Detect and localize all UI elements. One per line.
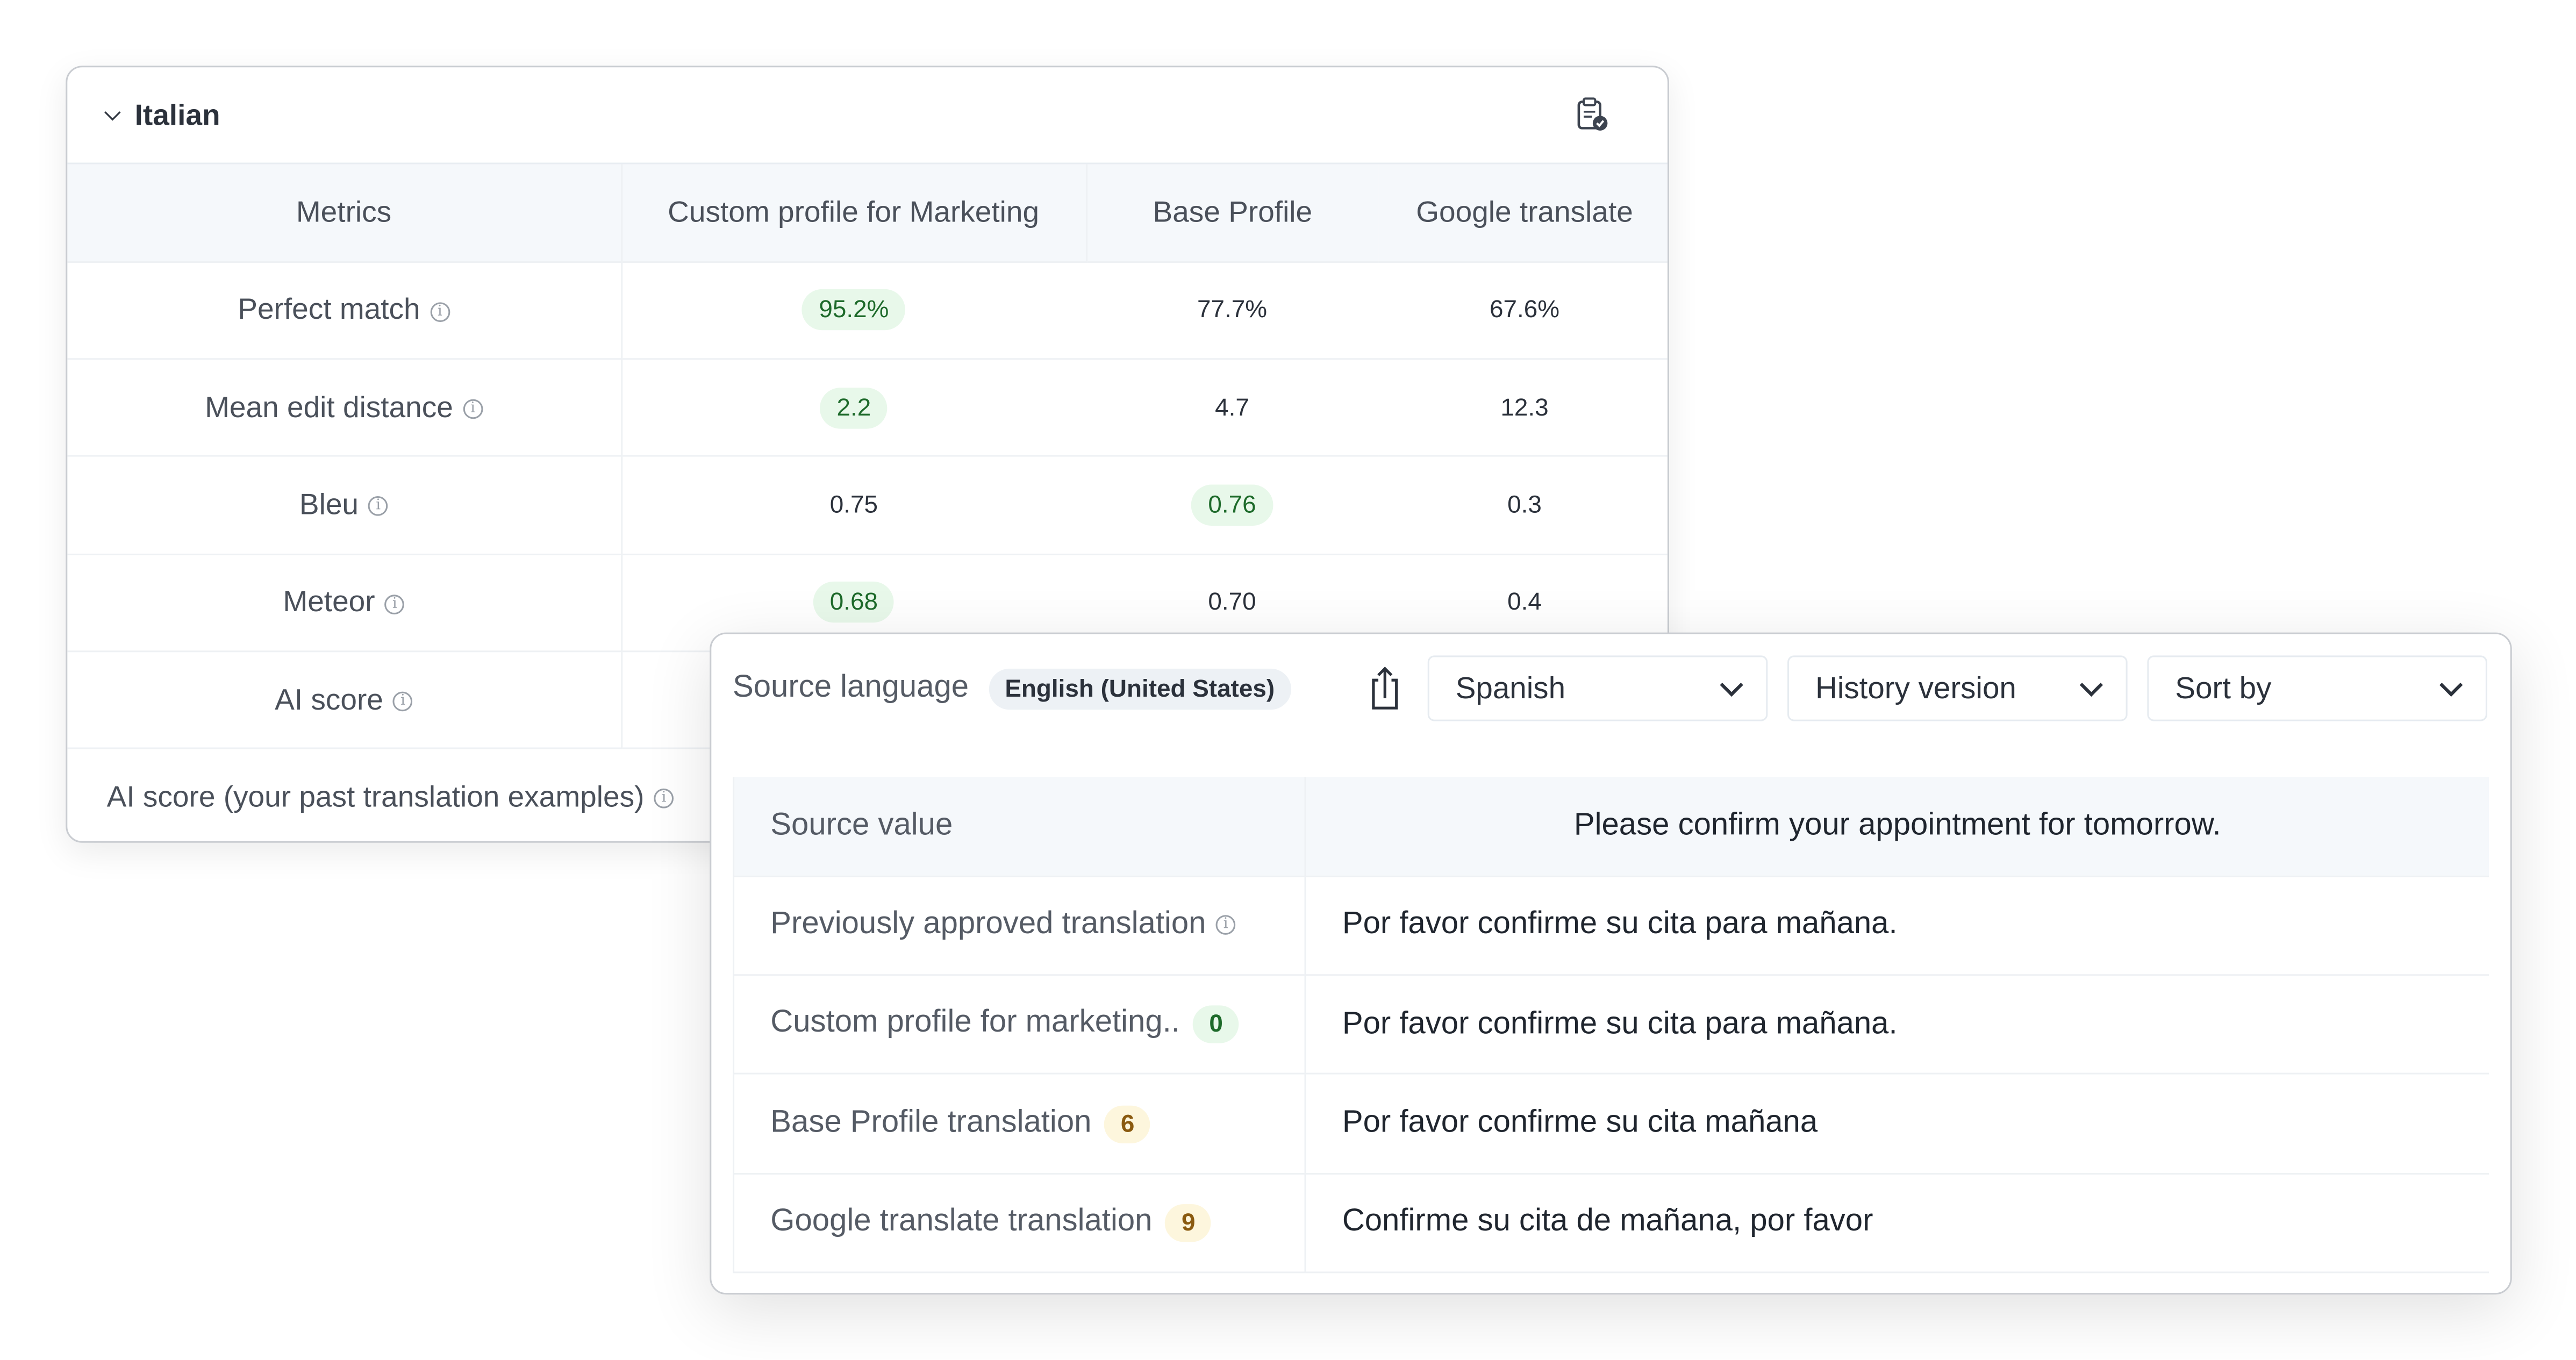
metric-value: 0.70 bbox=[1208, 589, 1256, 617]
info-icon[interactable]: i bbox=[654, 789, 674, 809]
metric-label: AI score (your past translation examples… bbox=[106, 780, 645, 813]
info-icon[interactable]: i bbox=[393, 691, 413, 711]
panel-header: Italian bbox=[67, 67, 1668, 164]
chevron-down-icon bbox=[2439, 672, 2463, 696]
clipboard-check-icon[interactable] bbox=[1576, 97, 1608, 133]
translation-text: Por favor confirme su cita mañana bbox=[1342, 1105, 1818, 1141]
chevron-down-icon[interactable] bbox=[104, 103, 121, 120]
table-row: Perfect match i 95.2% 77.7% 67.6% bbox=[67, 261, 1668, 360]
row-label: Base Profile translation bbox=[770, 1105, 1092, 1140]
chevron-down-icon bbox=[2079, 672, 2103, 696]
column-header: Custom profile for Marketing bbox=[621, 164, 1087, 263]
sort-by-dropdown[interactable]: Sort by bbox=[2147, 655, 2487, 721]
metric-label: Perfect match bbox=[238, 293, 420, 326]
edit-distance-badge: 0 bbox=[1193, 1006, 1239, 1044]
metric-label: Bleu bbox=[299, 488, 359, 521]
edit-distance-badge: 9 bbox=[1165, 1204, 1212, 1242]
info-icon[interactable]: i bbox=[368, 496, 389, 517]
dropdown-value: Spanish bbox=[1455, 670, 1566, 705]
info-icon[interactable]: i bbox=[1215, 915, 1236, 936]
info-icon[interactable]: i bbox=[430, 302, 450, 322]
metric-value: 4.7 bbox=[1215, 393, 1249, 422]
dropdown-value: History version bbox=[1815, 670, 2016, 705]
language-title: Italian bbox=[134, 97, 220, 131]
translation-table: Source value Please confirm your appointm… bbox=[733, 777, 2489, 1273]
column-header: Base Profile bbox=[1086, 164, 1379, 263]
metric-value: 0.3 bbox=[1507, 491, 1542, 519]
translation-text: Por favor confirme su cita para mañana. bbox=[1342, 1006, 1898, 1041]
metric-value: 95.2% bbox=[802, 290, 905, 331]
row-label: Google translate translation bbox=[770, 1204, 1153, 1239]
row-label: Source value bbox=[770, 808, 953, 843]
table-row: Bleu i 0.75 0.76 0.3 bbox=[67, 456, 1668, 555]
history-version-dropdown[interactable]: History version bbox=[1787, 655, 2128, 721]
metric-value: 67.6% bbox=[1490, 296, 1560, 325]
table-row: Custom profile for marketing.. 0 Por favor… bbox=[733, 975, 2489, 1075]
source-language: Source language English (United States) bbox=[733, 655, 1291, 721]
chevron-down-icon bbox=[1720, 672, 1743, 696]
translation-panel: Source language English (United States) … bbox=[710, 632, 2512, 1295]
metric-value: 77.7% bbox=[1197, 296, 1268, 325]
metric-value: 12.3 bbox=[1500, 393, 1549, 422]
metric-value: 2.2 bbox=[820, 387, 888, 428]
row-label: Previously approved translation bbox=[770, 907, 1206, 942]
source-language-badge: English (United States) bbox=[988, 668, 1291, 709]
metric-label: Mean edit distance bbox=[205, 390, 453, 424]
edit-distance-badge: 6 bbox=[1104, 1105, 1151, 1143]
table-row: Base Profile translation 6 Por favor confi… bbox=[733, 1074, 2489, 1175]
row-label: Custom profile for marketing.. bbox=[770, 1006, 1180, 1041]
table-row: Previously approved translation i Por favo… bbox=[733, 876, 2489, 976]
info-icon[interactable]: i bbox=[384, 594, 405, 614]
info-icon[interactable]: i bbox=[463, 399, 483, 419]
metric-value: 0.68 bbox=[813, 582, 895, 624]
metric-label: AI score bbox=[275, 683, 383, 716]
metric-value: 0.76 bbox=[1191, 484, 1273, 526]
column-header: Google translate bbox=[1378, 164, 1668, 263]
column-header: Metrics bbox=[67, 164, 622, 263]
share-icon[interactable] bbox=[1365, 655, 1405, 721]
metrics-panel: Italian Metrics Custom profile for Marke… bbox=[66, 66, 1669, 843]
table-row: Mean edit distance i 2.2 4.7 12.3 bbox=[67, 359, 1668, 457]
dropdown-value: Sort by bbox=[2175, 670, 2272, 705]
metric-label: Meteor bbox=[283, 585, 375, 619]
translation-text: Confirme su cita de mañana, por favor bbox=[1342, 1205, 1873, 1240]
table-row: Google translate translation 9 Confirme su… bbox=[733, 1173, 2489, 1273]
source-language-label: Source language bbox=[733, 670, 969, 705]
translation-text: Por favor confirme su cita para mañana. bbox=[1342, 907, 1898, 942]
metric-value: 0.4 bbox=[1507, 589, 1542, 617]
metrics-table: Metrics Custom profile for Marketing Bas… bbox=[67, 164, 1668, 841]
table-row: Source value Please confirm your appointm… bbox=[733, 777, 2489, 877]
metric-value: 0.75 bbox=[829, 491, 878, 519]
target-language-dropdown[interactable]: Spanish bbox=[1427, 655, 1768, 721]
translation-text: Please confirm your appointment for tomo… bbox=[1573, 808, 2221, 843]
table-header-row: Metrics Custom profile for Marketing Bas… bbox=[67, 164, 1668, 263]
